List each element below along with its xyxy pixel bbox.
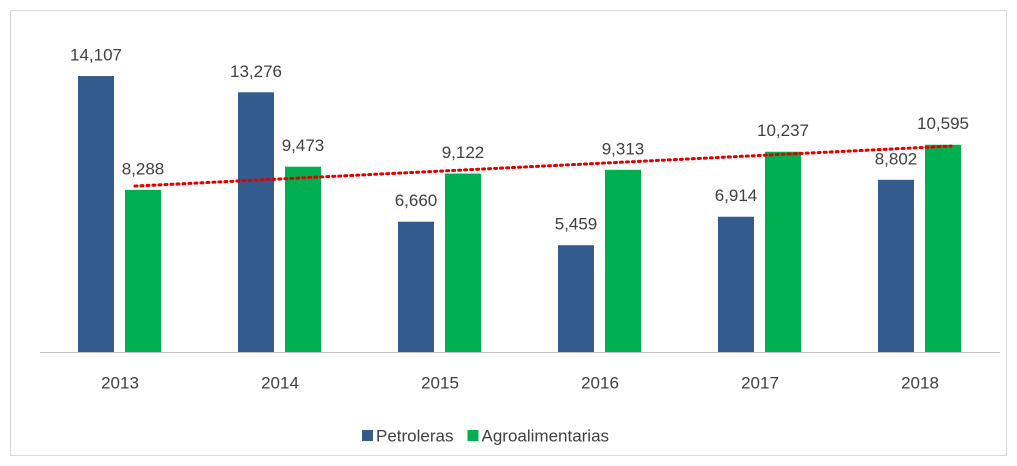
x-tick-label: 2014 [261,373,299,392]
bar [878,179,914,352]
legend-label: Agroalimentarias [481,426,609,445]
bar [125,189,161,352]
data-label: 5,459 [555,215,598,234]
data-label: 8,802 [875,149,918,168]
x-tick-label: 2013 [101,373,139,392]
bar [925,144,961,352]
bar [398,221,434,352]
data-label: 8,288 [122,159,165,178]
trendline [133,144,953,188]
legend-label: Petroleras [376,426,453,445]
bar [285,166,321,352]
bar [558,245,594,352]
data-label: 10,595 [917,114,969,133]
bar [718,216,754,352]
data-label: 13,276 [230,62,282,81]
bar [78,76,114,353]
chart-border [10,10,1007,456]
bar [605,169,641,352]
data-label: 6,914 [715,186,758,205]
data-label: 10,237 [757,121,809,140]
data-label: 9,473 [282,136,325,155]
data-label: 6,660 [395,191,438,210]
x-tick-label: 2017 [741,373,779,392]
data-label: 9,122 [442,143,485,162]
legend-swatch [362,430,373,441]
bar [445,173,481,352]
x-tick-label: 2018 [901,373,939,392]
bar [238,92,274,352]
data-label: 14,107 [70,46,122,65]
x-tick-label: 2016 [581,373,619,392]
x-tick-label: 2015 [421,373,459,392]
data-label: 9,313 [602,139,645,158]
bar [765,151,801,352]
legend-swatch [467,430,479,441]
